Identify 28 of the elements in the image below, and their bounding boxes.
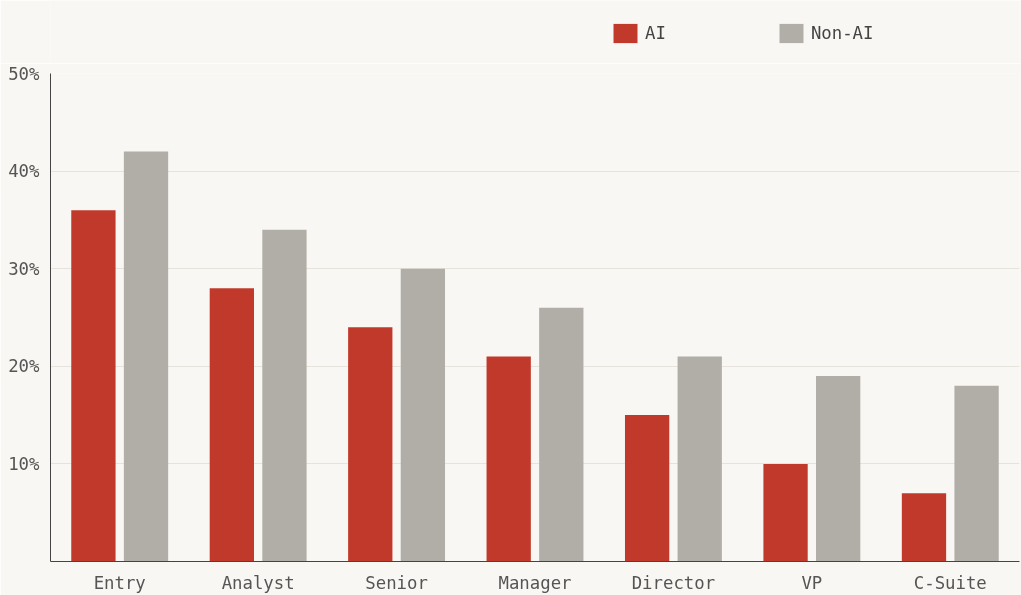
legend-label: Non-AI xyxy=(810,23,874,43)
x-tick-label: C-Suite xyxy=(913,572,987,593)
bar xyxy=(486,356,531,562)
y-tick-label: 10% xyxy=(8,453,41,474)
y-tick-label: 20% xyxy=(8,356,41,377)
y-tick-label: 30% xyxy=(8,258,41,279)
y-tick-label: 40% xyxy=(8,161,41,182)
x-tick-label: Entry xyxy=(93,572,146,593)
bar xyxy=(901,493,947,562)
x-tick-label: VP xyxy=(801,572,823,593)
x-tick-label: Senior xyxy=(365,572,428,593)
bar xyxy=(539,307,584,562)
bar xyxy=(71,210,116,562)
y-tick-label: 50% xyxy=(8,63,41,84)
bar xyxy=(262,229,307,562)
legend-label: AI xyxy=(645,23,666,43)
bar xyxy=(209,288,254,562)
x-tick-label: Analyst xyxy=(221,572,295,593)
x-tick-label: Director xyxy=(631,572,716,593)
bar xyxy=(624,415,670,562)
x-tick-label: Manager xyxy=(498,572,572,593)
bar xyxy=(816,376,861,562)
bar xyxy=(123,151,169,562)
bar xyxy=(348,327,393,562)
bar xyxy=(763,463,808,562)
bar xyxy=(400,268,446,562)
bar xyxy=(677,356,722,562)
bar xyxy=(954,385,999,562)
